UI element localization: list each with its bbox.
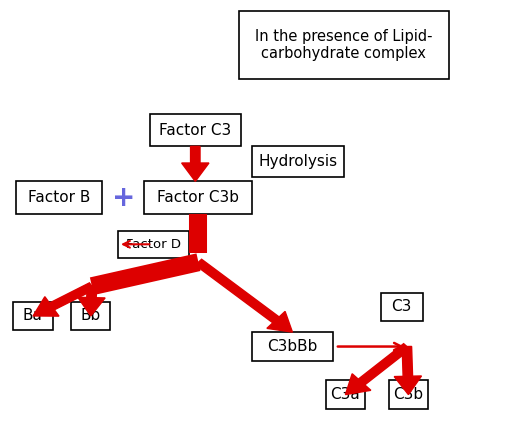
Text: Hydrolysis: Hydrolysis <box>258 154 338 169</box>
FancyBboxPatch shape <box>252 146 344 177</box>
Text: Factor D: Factor D <box>126 238 181 251</box>
Text: Bb: Bb <box>80 308 101 323</box>
FancyBboxPatch shape <box>381 293 423 321</box>
Text: Ba: Ba <box>23 308 43 323</box>
FancyBboxPatch shape <box>144 181 252 214</box>
FancyBboxPatch shape <box>13 302 53 330</box>
Text: Factor B: Factor B <box>28 190 90 205</box>
FancyBboxPatch shape <box>326 380 365 409</box>
FancyBboxPatch shape <box>252 332 333 361</box>
FancyArrow shape <box>345 343 410 395</box>
Text: C3bBb: C3bBb <box>268 339 318 354</box>
Text: C3: C3 <box>392 299 412 315</box>
Text: Factor C3b: Factor C3b <box>157 190 239 205</box>
FancyArrow shape <box>195 259 292 332</box>
Text: C3b: C3b <box>393 387 423 402</box>
FancyArrow shape <box>78 286 105 316</box>
Text: In the presence of Lipid-
carbohydrate complex: In the presence of Lipid- carbohydrate c… <box>255 28 433 61</box>
FancyArrow shape <box>33 283 94 316</box>
FancyArrow shape <box>182 146 209 181</box>
FancyBboxPatch shape <box>239 11 449 79</box>
FancyBboxPatch shape <box>388 380 428 409</box>
FancyArrow shape <box>394 347 422 395</box>
Text: C3a: C3a <box>330 387 360 402</box>
FancyBboxPatch shape <box>71 302 110 330</box>
Text: Factor C3: Factor C3 <box>160 122 232 138</box>
Text: +: + <box>112 184 135 212</box>
FancyBboxPatch shape <box>150 114 242 146</box>
FancyBboxPatch shape <box>118 231 189 258</box>
FancyBboxPatch shape <box>16 181 102 214</box>
